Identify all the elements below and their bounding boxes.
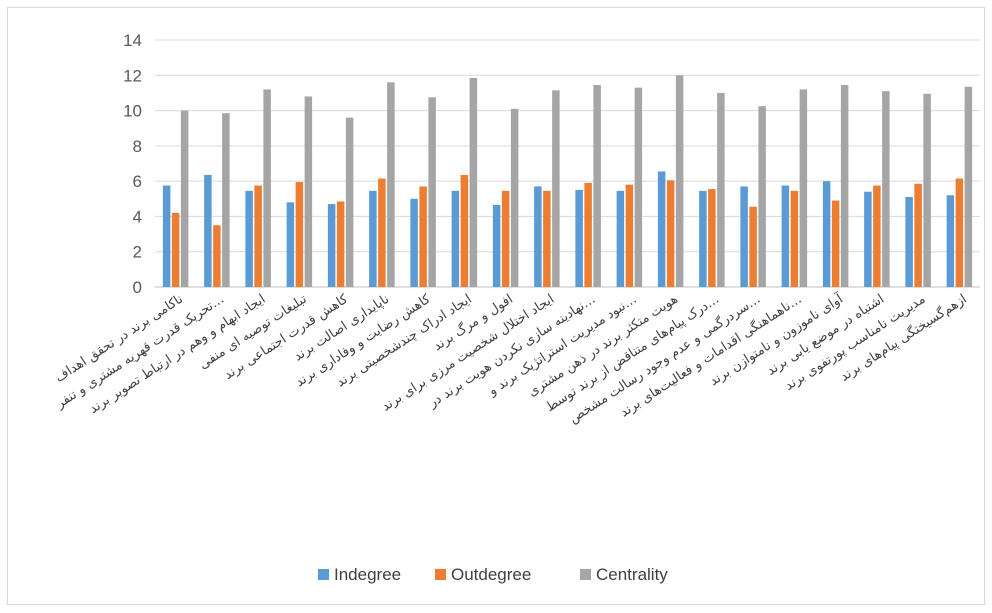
y-tick-label: 2 (133, 243, 142, 262)
bar-centrality-15 (799, 89, 808, 288)
bar-indegree-10 (575, 189, 583, 287)
bar-outdegree-8 (501, 190, 510, 287)
bar-outdegree-16 (831, 200, 840, 287)
bar-outdegree-11 (625, 184, 634, 287)
bar-centrality-13 (717, 92, 725, 287)
bar-centrality-2 (263, 89, 271, 288)
bar-outdegree-9 (543, 190, 551, 287)
bar-indegree-5 (369, 190, 377, 287)
bar-indegree-7 (451, 190, 460, 287)
bar-indegree-8 (492, 204, 501, 287)
bar-outdegree-14 (749, 206, 757, 287)
bar-centrality-5 (387, 82, 395, 287)
bar-indegree-11 (616, 190, 625, 287)
bar-outdegree-2 (254, 185, 262, 287)
bar-indegree-0 (162, 185, 171, 287)
bar-indegree-3 (286, 202, 295, 287)
bar-outdegree-19 (955, 178, 964, 287)
bar-indegree-1 (204, 174, 212, 287)
bar-indegree-19 (946, 195, 955, 287)
bar-centrality-16 (840, 84, 849, 287)
bar-outdegree-7 (460, 174, 469, 287)
y-tick-label: 8 (133, 137, 142, 156)
bar-outdegree-5 (378, 178, 386, 287)
legend-swatch-outdegree (435, 569, 446, 580)
bar-centrality-4 (345, 117, 354, 287)
bar-indegree-2 (245, 190, 253, 287)
bar-centrality-12 (675, 75, 684, 288)
bar-indegree-18 (905, 197, 913, 287)
bar-outdegree-6 (419, 186, 427, 287)
bar-centrality-18 (923, 93, 931, 287)
bar-centrality-19 (964, 86, 973, 287)
bar-outdegree-18 (914, 183, 922, 287)
bar-outdegree-1 (213, 225, 221, 287)
legend-label-centrality: Centrality (596, 565, 668, 584)
legend-swatch-centrality (580, 569, 591, 580)
y-tick-label: 4 (133, 207, 142, 226)
legend-label-outdegree: Outdegree (451, 565, 531, 584)
chart-frame (7, 7, 985, 605)
bar-centrality-9 (552, 90, 560, 288)
bar-indegree-6 (410, 198, 418, 287)
y-tick-label: 0 (133, 278, 142, 297)
bar-outdegree-0 (171, 212, 180, 287)
y-tick-label: 14 (123, 31, 142, 50)
bar-centrality-0 (180, 110, 189, 287)
category-label: ایجاد ابهام و وهم در ارتباط تصویر برند (87, 292, 269, 417)
bar-centrality-7 (469, 77, 478, 287)
bar-centrality-14 (758, 106, 766, 288)
legend-label-indegree: Indegree (334, 565, 401, 584)
bar-outdegree-13 (708, 189, 716, 287)
bar-centrality-6 (428, 97, 436, 287)
bar-centrality-17 (882, 91, 890, 288)
bar-indegree-13 (699, 190, 707, 287)
bar-outdegree-4 (336, 201, 345, 287)
bar-outdegree-12 (666, 180, 675, 287)
bar-outdegree-15 (790, 190, 799, 287)
legend-swatch-indegree (318, 569, 329, 580)
y-tick-label: 10 (123, 102, 142, 121)
bar-outdegree-10 (584, 182, 592, 287)
bar-indegree-15 (781, 185, 790, 287)
bar-indegree-17 (864, 191, 872, 287)
bar-indegree-14 (740, 186, 748, 287)
bar-indegree-12 (657, 171, 666, 287)
bar-centrality-3 (304, 96, 313, 287)
bar-outdegree-3 (295, 182, 304, 287)
y-tick-label: 6 (133, 172, 142, 191)
bar-indegree-4 (327, 204, 336, 287)
category-label: تحریک قدرت قهریه مشتری و تنفر… (53, 292, 227, 412)
y-tick-label: 12 (123, 66, 142, 85)
bar-indegree-16 (822, 181, 831, 287)
bar-centrality-1 (222, 113, 230, 287)
bar-indegree-9 (534, 186, 542, 287)
bar-centrality-11 (634, 87, 643, 287)
bar-centrality-10 (593, 84, 601, 287)
bar-centrality-8 (510, 108, 519, 287)
bar-outdegree-17 (873, 185, 881, 287)
